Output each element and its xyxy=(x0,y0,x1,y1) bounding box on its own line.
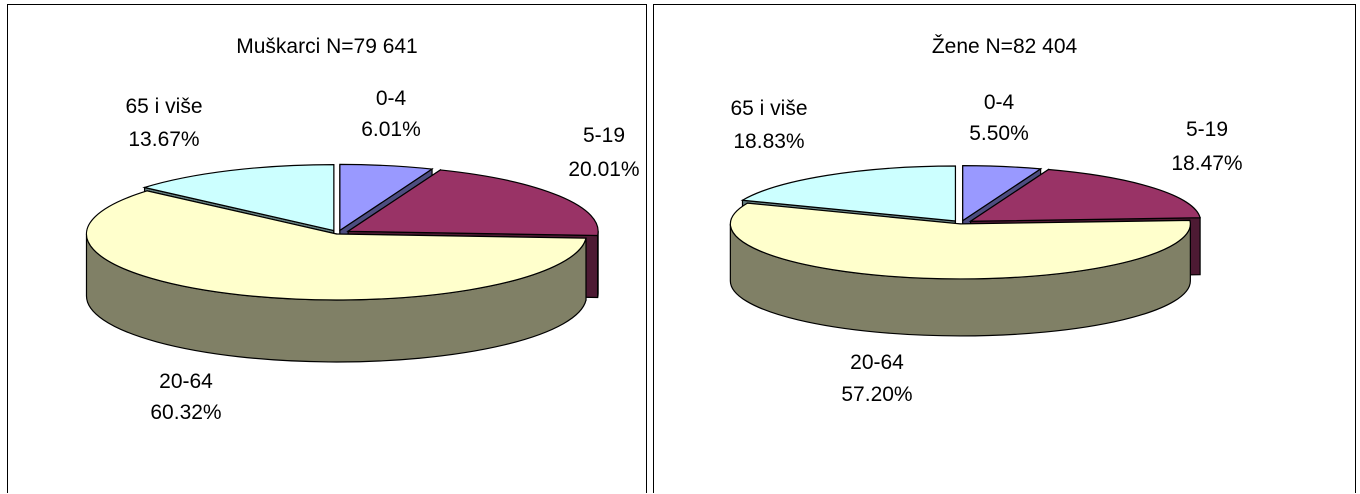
slice-category-label: 5-19 xyxy=(583,124,625,147)
pie-slice-65-i-više xyxy=(740,165,957,222)
chart-title: Muškarci N=79 641 xyxy=(236,35,418,58)
chart-title: Žene N=82 404 xyxy=(931,35,1078,58)
slice-value-label: 20.01% xyxy=(568,158,639,181)
pie-slice-0-4 xyxy=(339,163,434,232)
slice-category-label: 5-19 xyxy=(1186,118,1228,141)
slice-value-label: 60.32% xyxy=(150,401,221,424)
slice-value-label: 6.01% xyxy=(361,118,421,141)
pie-slice-0-4 xyxy=(962,165,1043,222)
slice-category-label: 20-64 xyxy=(159,370,213,393)
slice-category-label: 20-64 xyxy=(850,351,904,374)
pie-chart-men: 0-4 6.01% 5-19 20.01% 20-64 60.32% 65 i više 13… xyxy=(85,87,640,424)
pie-slice-tops xyxy=(85,163,599,301)
slice-category-label: 65 i više xyxy=(125,95,202,118)
slice-category-label: 0-4 xyxy=(984,91,1015,114)
pie-slice-5-19 xyxy=(968,168,1201,222)
slice-value-label: 13.67% xyxy=(128,128,199,151)
pie-chart-women: 0-4 5.50% 5-19 18.47% 20-64 57.20% 65 i više 18… xyxy=(729,91,1243,406)
slice-value-label: 18.47% xyxy=(1171,152,1242,175)
slice-value-label: 5.50% xyxy=(969,122,1029,145)
pie-slice-20-64 xyxy=(85,190,587,301)
chart-panel-men: Muškarci N=79 641 0-4 6.01% 5-19 20.01% 20-6… xyxy=(7,4,647,493)
slice-category-label: 65 i više xyxy=(730,97,807,120)
pie-slice-wall xyxy=(597,231,599,298)
slice-value-label: 57.20% xyxy=(841,383,912,406)
pie-slice-65-i-više xyxy=(142,163,335,232)
pie-slice-tops xyxy=(729,165,1201,280)
chart-panel-women: Žene N=82 404 0-4 5.50% 5-19 18.47% 20-64 57.… xyxy=(653,4,1356,493)
slice-value-label: 18.83% xyxy=(733,130,804,153)
slice-category-label: 0-4 xyxy=(376,87,407,110)
pie-slice-5-19 xyxy=(346,169,599,237)
pie-slice-20-64 xyxy=(729,202,1191,280)
